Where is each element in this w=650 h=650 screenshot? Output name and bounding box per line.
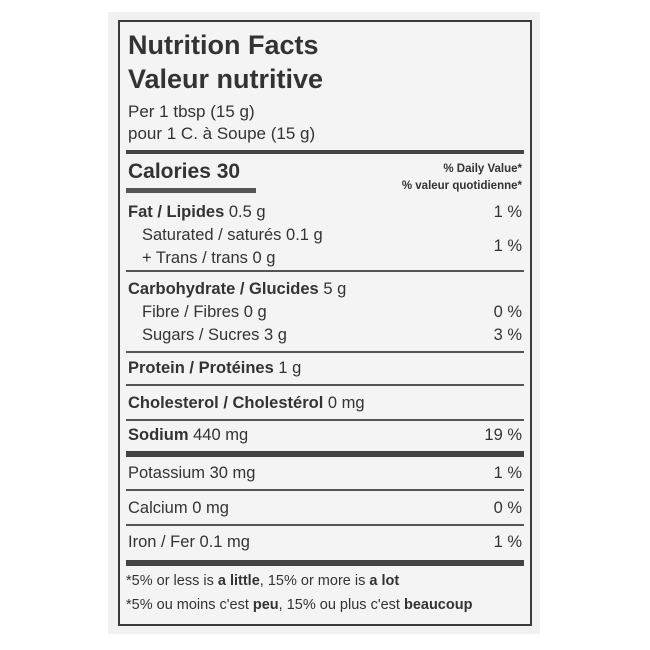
- fibre-label: Fibre / Fibres: [142, 303, 240, 321]
- sat-trans-dv: 1 %: [493, 237, 522, 255]
- fibre-dv: 0 %: [493, 303, 522, 321]
- divider: [126, 270, 524, 272]
- calcium-amount: 0 mg: [192, 499, 229, 517]
- footnote-bold: peu: [252, 597, 279, 613]
- cholesterol-label: Cholesterol / Cholestérol: [128, 394, 324, 412]
- serving-size-en: Per 1 tbsp (15 g): [128, 102, 255, 121]
- divider: [126, 351, 524, 353]
- footnote-fr: *5% ou moins c'est peu, 15% ou plus c'es…: [126, 597, 472, 613]
- potassium-dv: 1 %: [493, 464, 522, 482]
- saturated-label: Saturated / saturés: [142, 226, 282, 244]
- footnote-text: *5% ou moins c'est: [126, 597, 253, 613]
- divider: [126, 384, 524, 386]
- footnote-bold: a little: [217, 573, 260, 589]
- sugars-amount: 3 g: [263, 326, 287, 344]
- calcium-row: Calcium 0 mg: [128, 499, 229, 518]
- calories-value: 30: [216, 160, 241, 183]
- divider: [126, 489, 524, 491]
- iron-label: Iron / Fer: [128, 533, 195, 551]
- potassium-row: Potassium 30 mg: [128, 464, 255, 483]
- sodium-dv: 19 %: [484, 426, 522, 444]
- fat-row: Fat / Lipides 0.5 g: [128, 203, 266, 222]
- protein-label: Protein / Protéines: [128, 359, 274, 377]
- cholesterol-row: Cholesterol / Cholestérol 0 mg: [128, 394, 365, 413]
- iron-row: Iron / Fer 0.1 mg: [128, 533, 250, 552]
- calcium-label: Calcium: [128, 499, 188, 517]
- calories-row: Calories 30: [128, 160, 240, 184]
- sodium-amount: 440 mg: [193, 426, 249, 444]
- footnote-bold: a lot: [369, 573, 400, 589]
- fat-amount: 0.5 g: [228, 203, 266, 221]
- trans-row: + Trans / trans 0 g: [142, 249, 275, 268]
- serving-size-fr: pour 1 C. à Soupe (15 g): [128, 124, 316, 143]
- sugars-label: Sugars / Sucres: [142, 326, 260, 344]
- carb-label: Carbohydrate / Glucides: [128, 280, 319, 298]
- divider-thick: [126, 560, 524, 566]
- saturated-row: Saturated / saturés 0.1 g: [142, 226, 323, 245]
- potassium-amount: 30 mg: [209, 464, 256, 482]
- title-fr: Valeur nutritive: [128, 64, 324, 94]
- sugars-row: Sugars / Sucres 3 g: [142, 326, 287, 345]
- potassium-label: Potassium: [128, 464, 206, 482]
- footnote-en: *5% or less is a little, 15% or more is …: [126, 573, 399, 589]
- dv-header-fr: % valeur quotidienne*: [401, 180, 522, 192]
- sugars-dv: 3 %: [493, 326, 522, 344]
- calories-label: Calories: [128, 160, 211, 183]
- carb-row: Carbohydrate / Glucides 5 g: [128, 280, 346, 299]
- footnote-bold: beaucoup: [403, 597, 473, 613]
- divider: [126, 419, 524, 421]
- calcium-dv: 0 %: [493, 499, 522, 517]
- trans-amount: 0 g: [252, 249, 276, 267]
- trans-label: + Trans / trans: [142, 249, 248, 267]
- protein-amount: 1 g: [278, 359, 302, 377]
- iron-amount: 0.1 mg: [199, 533, 250, 551]
- saturated-amount: 0.1 g: [286, 226, 323, 244]
- iron-dv: 1 %: [493, 533, 522, 551]
- fibre-amount: 0 g: [243, 303, 267, 321]
- sodium-row: Sodium 440 mg: [128, 426, 248, 445]
- nutrition-facts-table: Nutrition Facts Valeur nutritive Per 1 t…: [118, 20, 532, 626]
- footnote-text: *5% or less is: [126, 573, 218, 589]
- divider: [126, 524, 524, 526]
- cholesterol-amount: 0 mg: [327, 394, 365, 412]
- fibre-row: Fibre / Fibres 0 g: [142, 303, 267, 322]
- dv-header-en: % Daily Value*: [443, 163, 522, 175]
- title-en: Nutrition Facts: [128, 30, 319, 60]
- calories-bar: [126, 188, 256, 193]
- divider-thick: [126, 451, 524, 457]
- divider: [126, 150, 524, 154]
- footnote-text: , 15% or more is: [259, 573, 370, 589]
- protein-row: Protein / Protéines 1 g: [128, 359, 301, 378]
- footnote-text: , 15% ou plus c'est: [278, 597, 404, 613]
- carb-amount: 5 g: [323, 280, 347, 298]
- sodium-label: Sodium: [128, 426, 189, 444]
- fat-dv: 1 %: [493, 203, 522, 221]
- fat-label: Fat / Lipides: [128, 203, 225, 221]
